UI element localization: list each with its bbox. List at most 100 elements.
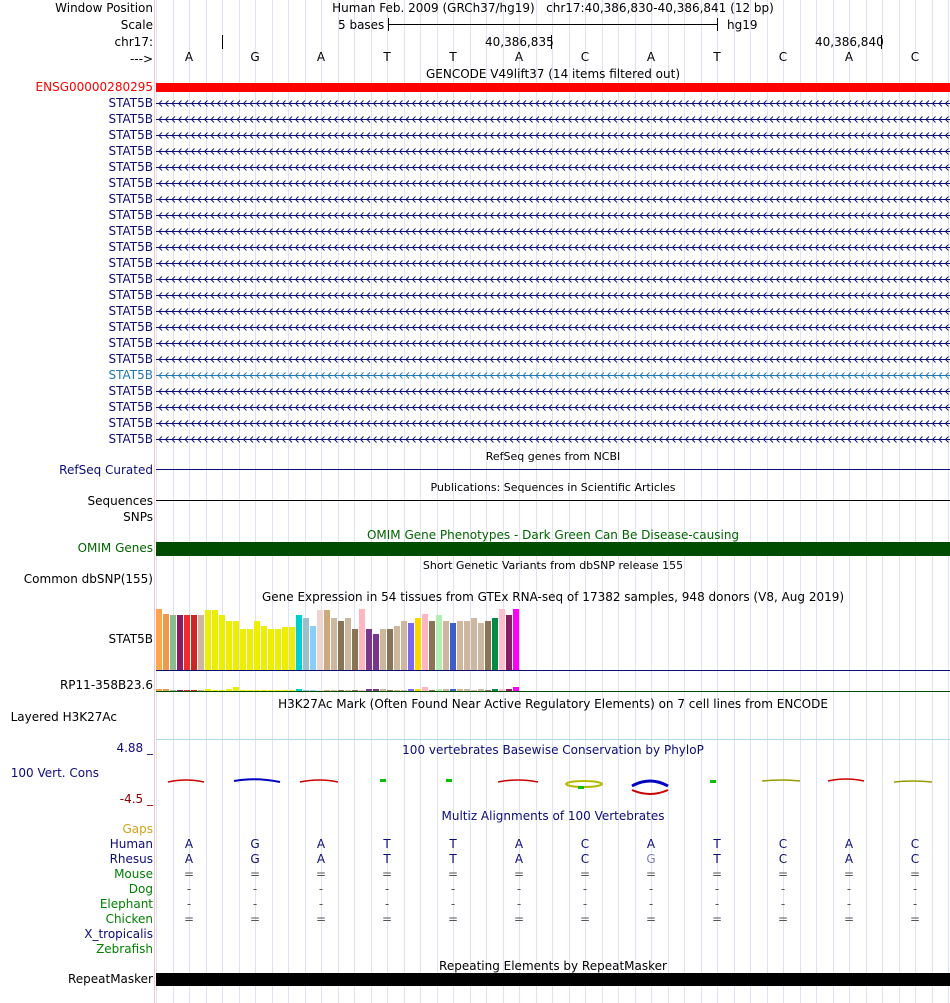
stat5b-transcript-line[interactable]: [156, 242, 950, 253]
stat5b-transcript-line[interactable]: [156, 322, 950, 333]
gtex-tissue-bar[interactable]: [303, 618, 309, 670]
gtex-tissue-bar-small[interactable]: [359, 690, 365, 691]
gtex-tissue-bar[interactable]: [387, 629, 393, 670]
gtex-tissue-bar[interactable]: [331, 618, 337, 670]
gtex-gene2-label[interactable]: RP11-358B23.6: [59, 678, 153, 692]
stat5b-transcript-label[interactable]: STAT5B: [108, 160, 154, 174]
gtex-tissue-bar-small[interactable]: [226, 689, 232, 691]
gtex-tissue-bar[interactable]: [275, 629, 281, 670]
gtex-tissue-bar-small[interactable]: [247, 690, 253, 691]
stat5b-transcript-label[interactable]: STAT5B: [108, 432, 154, 446]
gtex-tissue-bar[interactable]: [240, 629, 246, 670]
stat5b-transcript-label[interactable]: STAT5B: [108, 384, 154, 398]
gtex-tissue-bar[interactable]: [177, 615, 183, 670]
gtex-tissue-bar-small[interactable]: [443, 689, 449, 691]
gtex-tissue-bar[interactable]: [352, 629, 358, 670]
species-label[interactable]: Chicken: [105, 912, 153, 926]
species-label[interactable]: Human: [109, 837, 153, 851]
gtex-tissue-bar-small[interactable]: [485, 690, 491, 691]
gtex-tissue-bar[interactable]: [296, 615, 302, 670]
gtex-tissue-bar[interactable]: [212, 610, 218, 670]
stat5b-transcript-line[interactable]: [156, 194, 950, 205]
ensg-gene-label[interactable]: ENSG00000280295: [35, 80, 153, 94]
stat5b-transcript-line[interactable]: [156, 114, 950, 125]
gtex-tissue-bar-small[interactable]: [163, 689, 169, 691]
gtex-tissue-bar[interactable]: [464, 621, 470, 670]
stat5b-transcript-label[interactable]: STAT5B: [108, 288, 154, 302]
gtex-tissue-bar-small[interactable]: [415, 689, 421, 691]
gtex-tissue-bar[interactable]: [205, 610, 211, 670]
gtex-gene1-label[interactable]: STAT5B: [108, 632, 154, 646]
gtex-tissue-bar[interactable]: [443, 621, 449, 670]
gtex-tissue-bar-small[interactable]: [471, 690, 477, 691]
gtex-tissue-bar-small[interactable]: [275, 690, 281, 691]
gtex-tissue-bar[interactable]: [422, 614, 428, 670]
stat5b-transcript-line[interactable]: [156, 258, 950, 269]
stat5b-transcript-label[interactable]: STAT5B: [108, 240, 154, 254]
gtex-tissue-bar-small[interactable]: [170, 690, 176, 691]
gtex-tissue-bar[interactable]: [492, 618, 498, 670]
gtex-tissue-bar-small[interactable]: [177, 690, 183, 691]
gtex-tissue-bar-small[interactable]: [268, 690, 274, 691]
species-label[interactable]: Rhesus: [109, 852, 153, 866]
gtex-tissue-bar[interactable]: [184, 615, 190, 670]
gtex-tissue-bar-small[interactable]: [513, 687, 519, 691]
gtex-tissue-bar[interactable]: [268, 629, 274, 670]
gtex-tissue-bar[interactable]: [338, 621, 344, 670]
snps-track-label[interactable]: SNPs: [123, 510, 153, 524]
gtex-tissue-bar[interactable]: [310, 626, 316, 670]
browser-image[interactable]: Human Feb. 2009 (GRCh37/hg19) chr17:40,3…: [156, 0, 950, 1003]
stat5b-transcript-label[interactable]: STAT5B: [108, 144, 154, 158]
gtex-tissue-bar[interactable]: [394, 626, 400, 670]
gtex-tissue-bar-small[interactable]: [457, 689, 463, 691]
gtex-tissue-bar-small[interactable]: [184, 690, 190, 691]
stat5b-transcript-line[interactable]: [156, 146, 950, 157]
stat5b-transcript-line[interactable]: [156, 290, 950, 301]
gtex-tissue-bar-small[interactable]: [338, 690, 344, 691]
species-label[interactable]: X_tropicalis: [84, 927, 153, 941]
stat5b-transcript-label[interactable]: STAT5B: [108, 400, 154, 414]
repeatmasker-track-label[interactable]: RepeatMasker: [67, 972, 153, 986]
gtex-tissue-bar[interactable]: [408, 623, 414, 670]
gtex-tissue-bar-small[interactable]: [380, 689, 386, 691]
stat5b-transcript-label[interactable]: STAT5B: [108, 192, 154, 206]
gtex-tissue-bar-small[interactable]: [317, 690, 323, 691]
gtex-tissue-bar-small[interactable]: [408, 689, 414, 691]
gtex-tissue-bar-small[interactable]: [156, 689, 162, 691]
stat5b-transcript-label[interactable]: STAT5B: [108, 416, 154, 430]
gtex-tissue-bar[interactable]: [506, 615, 512, 670]
gtex-tissue-bar-small[interactable]: [198, 690, 204, 691]
gtex-tissue-bar-small[interactable]: [261, 690, 267, 691]
gtex-tissue-bar-small[interactable]: [282, 690, 288, 691]
phylop-wiggle[interactable]: [156, 770, 950, 798]
stat5b-transcript-label[interactable]: STAT5B: [108, 208, 154, 222]
stat5b-transcript-line[interactable]: [156, 370, 950, 381]
stat5b-transcript-line[interactable]: [156, 306, 950, 317]
gtex-tissue-bar[interactable]: [219, 615, 225, 670]
stat5b-transcript-line[interactable]: [156, 178, 950, 189]
stat5b-transcript-label[interactable]: STAT5B: [108, 336, 154, 350]
publications-line[interactable]: [156, 500, 950, 501]
gtex-tissue-bar-small[interactable]: [450, 689, 456, 691]
gtex-tissue-bar[interactable]: [247, 629, 253, 670]
gtex-tissue-bar-small[interactable]: [436, 689, 442, 691]
gtex-tissue-bar[interactable]: [380, 629, 386, 670]
stat5b-transcript-line[interactable]: [156, 338, 950, 349]
stat5b-transcript-line[interactable]: [156, 226, 950, 237]
stat5b-transcript-label[interactable]: STAT5B: [108, 320, 154, 334]
gtex-tissue-bar[interactable]: [373, 634, 379, 670]
gtex-tissue-bar-small[interactable]: [219, 690, 225, 691]
stat5b-transcript-label[interactable]: STAT5B: [108, 96, 154, 110]
gtex-tissue-bar[interactable]: [289, 627, 295, 670]
gtex-tissue-bar[interactable]: [170, 615, 176, 670]
stat5b-transcript-line[interactable]: [156, 434, 950, 445]
gtex-tissue-bar[interactable]: [191, 615, 197, 670]
gtex-gene2-barchart[interactable]: [156, 686, 950, 691]
stat5b-transcript-line[interactable]: [156, 274, 950, 285]
gtex-tissue-bar[interactable]: [324, 610, 330, 670]
gtex-tissue-bar-small[interactable]: [352, 690, 358, 691]
gtex-tissue-bar-small[interactable]: [324, 690, 330, 691]
stat5b-transcript-label[interactable]: STAT5B: [108, 176, 154, 190]
omim-bar[interactable]: [156, 542, 950, 556]
stat5b-transcript-label[interactable]: STAT5B: [108, 272, 154, 286]
